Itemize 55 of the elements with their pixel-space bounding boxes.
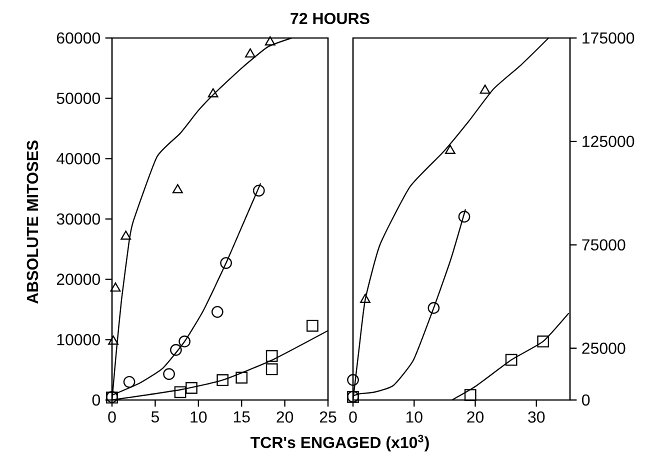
y-tick-label: 175000	[582, 32, 634, 44]
point	[174, 386, 186, 398]
point	[537, 336, 550, 348]
point	[216, 374, 229, 386]
point	[186, 382, 198, 394]
point	[505, 354, 518, 366]
y-tick-label: 125000	[582, 136, 634, 148]
point	[360, 294, 370, 303]
point	[208, 88, 218, 98]
point	[306, 320, 318, 332]
point	[120, 230, 132, 240]
y-tick-label: 0	[92, 394, 100, 406]
point	[163, 368, 175, 380]
point	[236, 372, 248, 384]
x-axis-title: TCR's ENGAGED (x10$^{3}$)	[250, 434, 429, 452]
point	[110, 282, 121, 292]
point	[428, 302, 440, 314]
point	[464, 389, 476, 401]
point	[220, 257, 232, 269]
x-tick-label: 10	[190, 411, 207, 423]
y-tick-label: 75000	[582, 239, 626, 251]
point	[444, 144, 456, 154]
point	[108, 336, 119, 345]
x-tick-label: 25	[320, 411, 336, 423]
point	[252, 184, 265, 197]
x-tick-label: 20	[276, 411, 294, 423]
x-tick-label: 5	[151, 411, 159, 423]
x-tick-label: 0	[108, 411, 116, 423]
point	[266, 350, 278, 362]
y-tick-label: 60000	[56, 32, 100, 44]
y-axis-title: ABSOLUTE MITOSES	[26, 140, 38, 304]
y-tick-label: 25000	[582, 342, 626, 354]
point	[347, 374, 359, 386]
x-tick-label: 15	[234, 411, 250, 423]
x-tick-label: 0	[349, 411, 357, 423]
y-tick-label: 10000	[57, 334, 100, 346]
y-tick-label: 20000	[56, 274, 100, 285]
point	[170, 344, 182, 356]
y-tick-label: 40000	[56, 153, 100, 164]
point	[178, 336, 191, 348]
point	[123, 376, 136, 388]
point	[458, 210, 470, 223]
point	[480, 84, 490, 94]
y-tick-label: 0	[582, 394, 590, 406]
chart-title: 72 HOURS	[290, 12, 370, 24]
y-tick-label: 30000	[56, 213, 100, 225]
point	[266, 363, 278, 376]
x-tick-label: 20	[467, 411, 484, 423]
y-tick-label: 50000	[56, 92, 100, 104]
x-tick-label: 10	[406, 411, 422, 423]
x-tick-label: 30	[528, 411, 545, 423]
point	[172, 184, 183, 194]
point	[245, 48, 256, 58]
point	[211, 306, 224, 318]
point	[264, 36, 276, 46]
